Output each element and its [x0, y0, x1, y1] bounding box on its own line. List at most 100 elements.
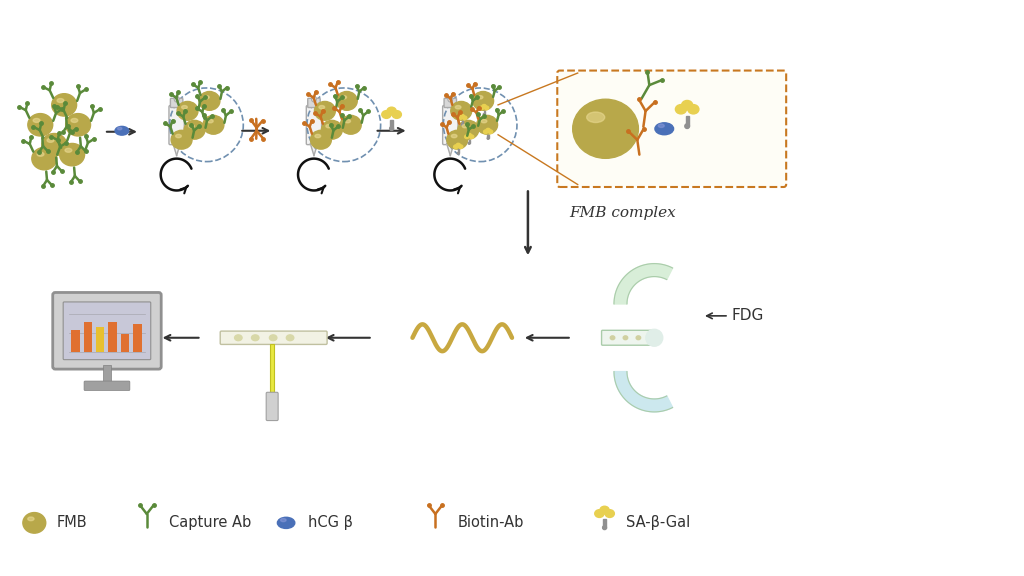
Bar [96, 327, 104, 352]
Ellipse shape [52, 94, 77, 116]
Ellipse shape [460, 115, 465, 118]
Ellipse shape [624, 336, 628, 340]
Ellipse shape [572, 99, 638, 158]
Ellipse shape [28, 517, 34, 521]
Ellipse shape [118, 127, 122, 130]
Text: Capture Ab: Capture Ab [169, 516, 251, 530]
Ellipse shape [655, 123, 674, 135]
FancyBboxPatch shape [557, 70, 786, 187]
Ellipse shape [57, 98, 63, 103]
Ellipse shape [278, 517, 295, 528]
Ellipse shape [66, 113, 90, 136]
Ellipse shape [446, 130, 468, 149]
Ellipse shape [595, 510, 604, 517]
Circle shape [483, 113, 485, 115]
Ellipse shape [322, 120, 342, 139]
Text: FDG: FDG [732, 308, 764, 323]
Ellipse shape [458, 116, 462, 120]
Bar [121, 334, 129, 352]
Bar [483, 111, 484, 115]
Bar [685, 116, 689, 126]
Ellipse shape [181, 105, 187, 109]
Ellipse shape [65, 148, 72, 152]
Text: FMB complex: FMB complex [569, 206, 676, 221]
Ellipse shape [115, 126, 129, 135]
Polygon shape [310, 143, 317, 156]
Ellipse shape [392, 111, 401, 119]
Text: Biotin-Ab: Biotin-Ab [458, 516, 523, 530]
Text: FMB: FMB [56, 516, 87, 530]
FancyBboxPatch shape [52, 293, 161, 369]
Ellipse shape [340, 115, 361, 134]
Polygon shape [173, 143, 180, 156]
Ellipse shape [32, 147, 56, 170]
Ellipse shape [281, 518, 286, 522]
Ellipse shape [456, 143, 461, 147]
Ellipse shape [336, 92, 357, 111]
Ellipse shape [326, 124, 332, 128]
Ellipse shape [234, 335, 242, 340]
Ellipse shape [203, 115, 224, 134]
FancyBboxPatch shape [444, 98, 457, 108]
Ellipse shape [311, 96, 316, 102]
Ellipse shape [447, 96, 453, 102]
Ellipse shape [451, 101, 472, 120]
Ellipse shape [37, 152, 44, 156]
FancyBboxPatch shape [84, 381, 130, 391]
Ellipse shape [658, 124, 665, 127]
FancyBboxPatch shape [63, 302, 151, 359]
Ellipse shape [382, 111, 391, 119]
Ellipse shape [456, 105, 461, 109]
Ellipse shape [688, 105, 699, 114]
Ellipse shape [462, 124, 468, 128]
Ellipse shape [23, 513, 46, 533]
FancyBboxPatch shape [220, 331, 327, 344]
Ellipse shape [636, 336, 641, 340]
Ellipse shape [454, 145, 458, 149]
Bar [84, 322, 92, 352]
Ellipse shape [184, 120, 205, 139]
Ellipse shape [269, 335, 276, 340]
Ellipse shape [287, 335, 294, 340]
Ellipse shape [605, 510, 614, 517]
Ellipse shape [387, 107, 396, 115]
Ellipse shape [676, 105, 686, 114]
Ellipse shape [482, 104, 486, 108]
Circle shape [602, 526, 606, 529]
Circle shape [458, 153, 459, 154]
Ellipse shape [481, 119, 486, 123]
Ellipse shape [465, 135, 469, 139]
Ellipse shape [488, 130, 493, 134]
Polygon shape [614, 372, 673, 412]
Bar [103, 365, 111, 384]
Ellipse shape [484, 106, 488, 109]
Ellipse shape [483, 130, 487, 134]
Ellipse shape [28, 113, 52, 136]
Ellipse shape [600, 506, 609, 514]
Ellipse shape [33, 119, 40, 123]
Circle shape [390, 127, 393, 131]
Ellipse shape [486, 128, 490, 132]
Ellipse shape [610, 336, 614, 340]
Ellipse shape [252, 335, 259, 340]
Ellipse shape [587, 112, 605, 123]
Ellipse shape [177, 101, 198, 120]
Bar [71, 330, 80, 352]
Bar [133, 324, 141, 352]
Ellipse shape [477, 96, 483, 99]
Ellipse shape [479, 106, 484, 109]
FancyBboxPatch shape [308, 98, 321, 108]
Bar [270, 344, 274, 396]
Ellipse shape [59, 143, 85, 166]
Ellipse shape [476, 115, 498, 134]
Bar [458, 149, 459, 153]
FancyBboxPatch shape [170, 98, 183, 108]
Ellipse shape [42, 134, 67, 156]
FancyBboxPatch shape [306, 105, 322, 145]
Ellipse shape [341, 96, 346, 99]
Ellipse shape [458, 120, 478, 139]
Ellipse shape [452, 134, 457, 138]
Bar [462, 120, 463, 124]
Bar [487, 135, 488, 138]
Ellipse shape [314, 101, 335, 120]
